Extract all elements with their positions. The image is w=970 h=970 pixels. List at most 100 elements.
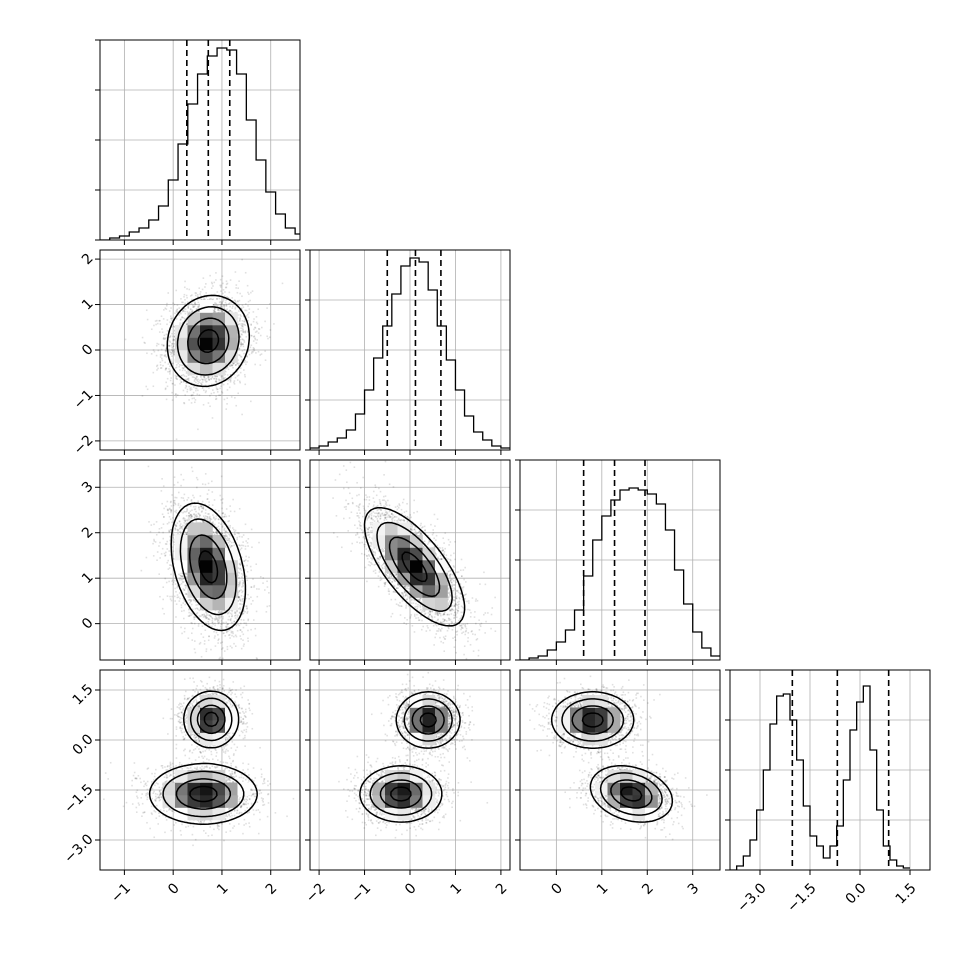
- density-cell: [607, 707, 621, 721]
- scatter-panel-3-0: [95, 669, 301, 875]
- density-cell: [595, 732, 608, 746]
- contour-level-2: [369, 698, 453, 816]
- density-cell: [632, 795, 646, 808]
- contour-level-3: [363, 506, 466, 627]
- contour-level-2: [162, 697, 245, 818]
- histogram-step: [520, 487, 720, 660]
- x-tick-label: 0: [402, 880, 420, 898]
- density-cell: [397, 522, 411, 536]
- density-cell: [187, 522, 201, 536]
- panel-content: [338, 671, 489, 839]
- density-cell: [632, 770, 646, 783]
- density-cell: [200, 325, 213, 338]
- x-tick-label: 1: [447, 880, 465, 898]
- density-cell: [200, 782, 213, 796]
- density-cell: [212, 597, 226, 611]
- density-cell: [410, 560, 423, 573]
- contour-level-1: [175, 704, 232, 810]
- panel-content: [529, 675, 708, 841]
- y-tick-label: 0.0: [70, 731, 97, 758]
- density-cell: [225, 350, 238, 363]
- density-cell: [422, 695, 436, 708]
- density-shading: [175, 300, 238, 376]
- density-cell: [187, 337, 201, 351]
- density-cell: [397, 782, 411, 796]
- density-cell: [385, 522, 398, 536]
- contour-level-3: [166, 294, 251, 388]
- density-cell: [397, 795, 411, 808]
- density-cell: [175, 782, 188, 796]
- axes-frame: [519, 669, 721, 871]
- scatter-panel-2-0: [95, 459, 301, 665]
- contour-level-0: [198, 550, 219, 584]
- histogram-step: [310, 257, 510, 450]
- x-tick-label: 0: [165, 880, 183, 898]
- contour-level-0: [197, 328, 220, 353]
- x-tick-label: 1: [214, 880, 232, 898]
- contour-level-0: [581, 712, 643, 802]
- contour-level-2: [176, 306, 240, 376]
- y-tick-label: −1: [71, 387, 97, 413]
- density-cell: [385, 782, 398, 796]
- contour-level-1: [379, 705, 445, 809]
- contour-level-3: [148, 690, 258, 825]
- scatter-panel-2-1: [305, 459, 511, 665]
- density-cell: [200, 585, 213, 598]
- x-tick-label: 0: [548, 880, 566, 898]
- contour-level-0: [401, 551, 428, 583]
- density-cell: [187, 362, 201, 376]
- contour-level-2: [561, 698, 663, 816]
- histogram-panel-3: [725, 669, 931, 875]
- x-tick-label: 2: [493, 880, 511, 898]
- density-cell: [175, 547, 188, 561]
- density-cell: [187, 585, 201, 598]
- panel-content: [332, 460, 497, 660]
- contour-level-0: [189, 711, 219, 803]
- contour-level-1: [388, 536, 441, 598]
- density-cell: [200, 300, 213, 313]
- x-tick-label: 1.5: [893, 880, 920, 907]
- density-cell: [397, 807, 411, 821]
- density-cell: [212, 325, 226, 338]
- density-cell: [212, 362, 226, 376]
- density-cell: [200, 547, 213, 561]
- density-cell: [200, 732, 213, 746]
- density-cell: [200, 597, 213, 611]
- density-cell: [372, 782, 386, 796]
- contour-level-1: [571, 705, 653, 809]
- contour-level-3: [170, 502, 247, 632]
- panel-content: [140, 465, 271, 660]
- density-cell: [212, 560, 226, 573]
- density-cell: [200, 362, 213, 376]
- density-cell: [410, 585, 423, 598]
- x-tick-label: −3.0: [734, 880, 769, 915]
- histogram-step: [100, 47, 300, 240]
- density-cell: [212, 585, 226, 598]
- contour-level-1: [187, 317, 230, 365]
- density-cell: [632, 807, 646, 821]
- y-tick-label: −2: [71, 432, 97, 458]
- y-tick-label: −1.5: [61, 781, 96, 816]
- density-cell: [212, 807, 226, 821]
- density-cell: [212, 350, 226, 363]
- density-cell: [422, 732, 436, 746]
- density-cell: [187, 325, 201, 338]
- density-cell: [200, 522, 213, 536]
- density-cell: [200, 560, 213, 573]
- y-tick-label: 0: [79, 615, 97, 633]
- axes-frame: [99, 459, 301, 661]
- y-tick-label: 2: [79, 524, 97, 542]
- density-cell: [620, 782, 633, 796]
- x-tick-label: 1: [594, 880, 612, 898]
- density-cell: [187, 795, 201, 808]
- density-cell: [435, 707, 448, 721]
- density-cell: [187, 807, 201, 821]
- axes-frame: [99, 669, 301, 871]
- density-cell: [200, 337, 213, 351]
- x-tick-label: 2: [263, 880, 281, 898]
- x-tick-label: −1: [348, 880, 374, 906]
- contour-level-2: [376, 521, 453, 612]
- density-cell: [595, 720, 608, 733]
- density-cell: [632, 782, 646, 796]
- density-cell: [422, 572, 436, 586]
